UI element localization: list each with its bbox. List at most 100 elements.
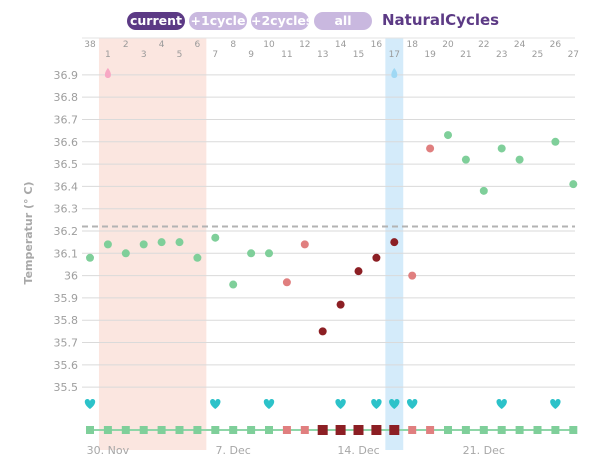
day-status-square[interactable]	[569, 426, 578, 434]
temperature-point[interactable]	[569, 180, 578, 189]
day-status-square[interactable]	[282, 426, 291, 434]
date-label: 14. Dec	[337, 444, 379, 457]
temperature-point[interactable]	[408, 271, 417, 280]
temperature-point[interactable]	[515, 155, 524, 164]
cycle-day-label: 22	[478, 40, 489, 50]
cycle-day-label: 23	[496, 50, 507, 60]
day-status-square[interactable]	[300, 426, 309, 434]
day-status-square[interactable]	[389, 425, 400, 435]
day-status-square[interactable]	[103, 426, 112, 434]
heart-icon	[335, 399, 346, 409]
temperature-point[interactable]	[479, 186, 488, 195]
date-label: 30. Nov	[87, 444, 130, 457]
day-status-square[interactable]	[479, 426, 488, 434]
tab-plus-2-cycles[interactable]: +2cycles	[251, 12, 309, 30]
temperature-point[interactable]	[103, 240, 112, 249]
cycle-day-label: 16	[371, 40, 383, 50]
temperature-point[interactable]	[336, 300, 345, 309]
temperature-point[interactable]	[211, 233, 220, 242]
y-tick-label: 36.9	[54, 69, 79, 82]
y-tick-label: 35.9	[54, 292, 79, 305]
temperature-point[interactable]	[354, 267, 363, 276]
day-status-square[interactable]	[497, 426, 506, 434]
y-tick-label: 35.6	[54, 359, 79, 372]
day-status-square[interactable]	[265, 426, 273, 434]
temperature-point[interactable]	[372, 253, 381, 262]
day-status-square[interactable]	[371, 425, 382, 435]
day-status-square[interactable]	[353, 425, 364, 435]
day-status-square[interactable]	[317, 425, 328, 435]
y-tick-label: 35.8	[54, 314, 79, 327]
cycle-day-label: 11	[281, 50, 292, 60]
y-tick-label: 35.7	[54, 337, 79, 350]
day-status-square[interactable]	[86, 426, 94, 434]
temperature-point[interactable]	[551, 137, 560, 146]
day-status-square[interactable]	[139, 426, 148, 434]
y-tick-label: 36.6	[54, 136, 79, 149]
temperature-point[interactable]	[282, 278, 291, 287]
cycle-day-label: 25	[532, 50, 543, 60]
temperature-point[interactable]	[390, 238, 399, 247]
day-status-square[interactable]	[444, 426, 452, 434]
period-band	[98, 38, 207, 450]
day-status-square[interactable]	[247, 426, 256, 434]
day-status-square[interactable]	[121, 426, 130, 434]
y-tick-label: 36	[64, 270, 78, 283]
heart-icon	[406, 399, 418, 409]
tab-all[interactable]: all	[314, 12, 372, 30]
day-status-square[interactable]	[157, 426, 166, 434]
day-status-square[interactable]	[533, 426, 542, 434]
temperature-point[interactable]	[461, 155, 470, 164]
day-status-square[interactable]	[426, 426, 435, 434]
temperature-point[interactable]	[121, 249, 130, 258]
temperature-point[interactable]	[86, 253, 94, 262]
cycle-day-label: 6	[195, 40, 201, 50]
cycle-day-label: 24	[514, 40, 526, 50]
day-status-square[interactable]	[408, 426, 417, 434]
day-status-square[interactable]	[175, 426, 184, 434]
temperature-point[interactable]	[247, 249, 256, 258]
date-label: 21. Dec	[463, 444, 505, 457]
y-tick-label: 36.2	[54, 225, 79, 238]
day-status-square[interactable]	[211, 426, 220, 434]
cycle-day-label: 10	[263, 40, 275, 50]
drop-icon	[104, 68, 111, 78]
heart-icon	[210, 399, 221, 409]
cycle-day-label: 19	[424, 50, 436, 60]
cycle-day-label: 21	[460, 50, 471, 60]
heart-icon	[84, 399, 96, 409]
temperature-point[interactable]	[265, 249, 273, 258]
tab-plus-1-cycle[interactable]: +1cycle	[189, 12, 247, 30]
y-tick-label: 36.4	[54, 180, 79, 193]
temperature-point[interactable]	[229, 280, 238, 289]
temperature-point[interactable]	[139, 240, 148, 249]
day-status-square[interactable]	[229, 426, 238, 434]
heart-icon	[389, 399, 400, 409]
day-status-square[interactable]	[515, 426, 524, 434]
temperature-point[interactable]	[175, 238, 184, 247]
temperature-point[interactable]	[497, 144, 506, 153]
cycle-day-label: 18	[406, 40, 418, 50]
temperature-point[interactable]	[193, 253, 202, 262]
temperature-point[interactable]	[426, 144, 435, 153]
day-status-square[interactable]	[193, 426, 202, 434]
heart-icon	[371, 399, 382, 409]
temperature-point[interactable]	[157, 238, 166, 247]
y-tick-label: 36.1	[54, 247, 79, 260]
y-tick-label: 36.8	[54, 91, 79, 104]
tab-current[interactable]: current	[127, 12, 185, 30]
cycle-day-label: 2	[123, 40, 129, 50]
temperature-point[interactable]	[444, 131, 452, 140]
y-tick-label: 36.5	[54, 158, 79, 171]
day-status-square[interactable]	[461, 426, 470, 434]
cycle-day-label: 17	[389, 50, 400, 60]
cycle-day-label: 7	[212, 50, 218, 60]
cycle-day-label: 15	[353, 50, 364, 60]
drop-icon	[391, 68, 398, 78]
date-label: 7. Dec	[216, 444, 251, 457]
temperature-point[interactable]	[300, 240, 309, 249]
temperature-point[interactable]	[318, 327, 327, 336]
day-status-square[interactable]	[335, 425, 346, 435]
day-status-square[interactable]	[551, 426, 560, 434]
